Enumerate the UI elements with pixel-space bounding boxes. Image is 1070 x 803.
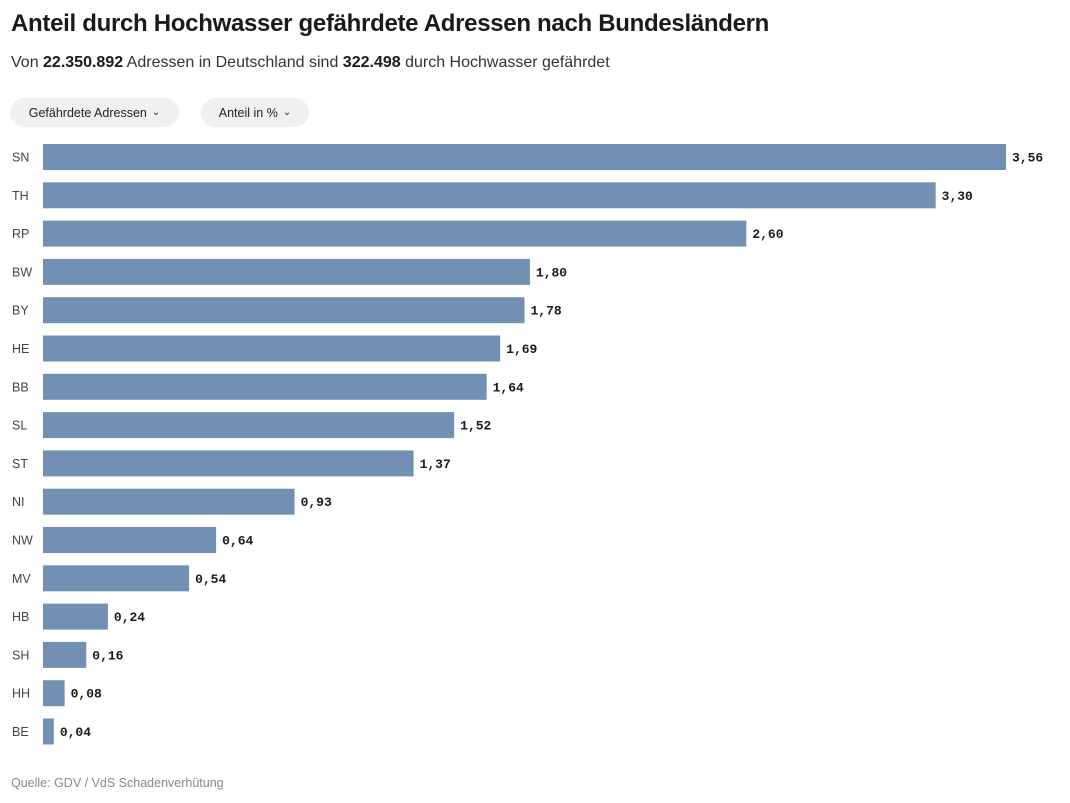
category-label: MV — [12, 572, 31, 586]
bar-ST — [43, 450, 414, 477]
bar-chart: SN 3,56 TH 3,30 RP 2,60 BW 1,80 BY 1,78 HE 1,69 BB 1,… — [12, 144, 1043, 745]
bar-SL — [43, 412, 455, 439]
bar-RP — [43, 220, 747, 247]
category-label: HE — [12, 342, 29, 356]
bar-BE — [43, 718, 54, 745]
value-label: 1,37 — [420, 457, 451, 472]
category-label: HB — [12, 610, 29, 624]
category-label: SH — [12, 648, 29, 662]
source-note: Quelle: GDV / VdS Schadenverhütung — [11, 776, 224, 790]
category-label: NW — [12, 534, 33, 548]
subtitle-text: durch Hochwasser gefährdet — [400, 54, 610, 71]
category-label: NI — [12, 495, 25, 509]
unit-dropdown-label: Anteil in % — [218, 105, 278, 120]
bar-HB — [43, 603, 108, 630]
value-label: 1,78 — [531, 304, 562, 319]
value-label: 0,04 — [60, 725, 91, 740]
bar-BB — [43, 373, 487, 400]
bar-TH — [43, 182, 936, 209]
bar-HH — [43, 680, 65, 707]
chevron-down-icon: ⌄ — [151, 107, 161, 118]
bar-SH — [43, 641, 87, 668]
bar-MV — [43, 565, 190, 592]
bar-NW — [43, 527, 217, 553]
bar-SN — [43, 144, 1006, 170]
category-label: ST — [12, 457, 28, 471]
chart-subtitle: Von 22.350.892 Adressen in Deutschland s… — [11, 54, 610, 72]
bar-BW — [43, 258, 530, 285]
value-label: 1,52 — [460, 419, 491, 434]
endangered-addresses: 322.498 — [342, 54, 401, 71]
value-label: 0,93 — [301, 495, 332, 510]
bar-HE — [43, 335, 501, 362]
value-label: 0,54 — [195, 572, 226, 587]
value-label: 1,80 — [536, 265, 567, 280]
unit-dropdown[interactable]: Anteil in % ⌄ — [201, 98, 309, 127]
chevron-down-icon: ⌄ — [282, 107, 292, 118]
metric-dropdown-label: Gefährdete Adressen — [28, 105, 147, 120]
category-label: RP — [12, 227, 29, 241]
value-label: 3,30 — [942, 189, 973, 204]
category-label: BY — [12, 304, 29, 318]
value-label: 0,16 — [92, 648, 123, 663]
subtitle-text: Adressen in Deutschland sind — [123, 54, 343, 71]
total-addresses: 22.350.892 — [43, 54, 124, 71]
category-label: SL — [12, 419, 27, 433]
category-label: HH — [12, 687, 30, 701]
subtitle-text: Von — [11, 54, 44, 71]
value-label: 0,24 — [114, 610, 145, 625]
value-label: 3,56 — [1012, 151, 1043, 166]
value-label: 1,64 — [493, 380, 524, 395]
category-label: BB — [12, 380, 29, 394]
chart-title: Anteil durch Hochwasser gefährdete Adres… — [11, 10, 770, 37]
category-label: SN — [12, 151, 29, 165]
value-label: 1,69 — [506, 342, 537, 357]
category-label: BW — [12, 265, 32, 279]
bar-BY — [43, 297, 525, 324]
bar-NI — [43, 488, 295, 515]
metric-dropdown[interactable]: Gefährdete Adressen ⌄ — [10, 98, 179, 127]
value-label: 2,60 — [752, 227, 783, 242]
category-label: TH — [12, 189, 29, 203]
value-label: 0,08 — [71, 687, 102, 702]
value-label: 0,64 — [222, 534, 253, 549]
category-label: BE — [12, 725, 29, 739]
